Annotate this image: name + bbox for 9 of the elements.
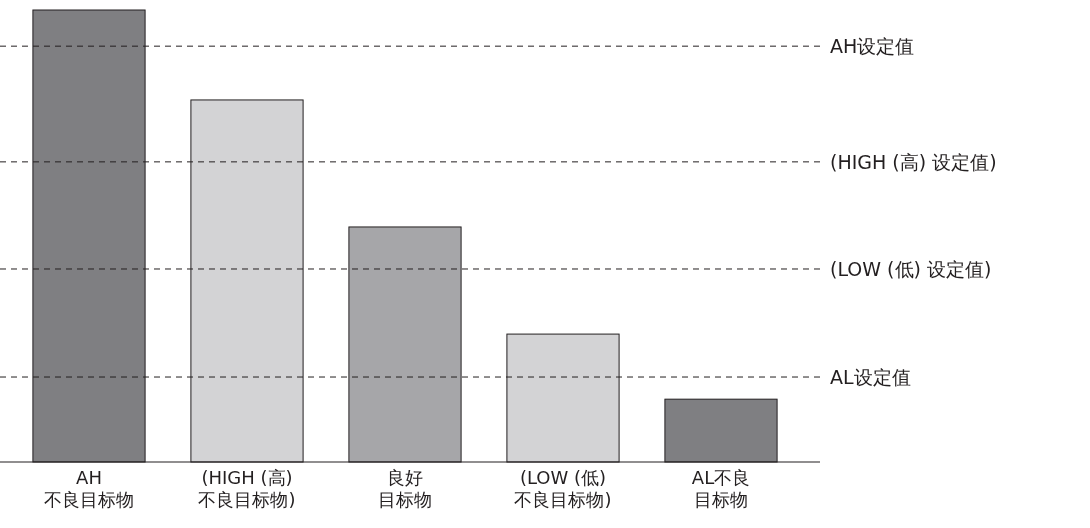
x-tick-label: (HIGH (高) 不良目标物) [198, 467, 296, 510]
ref-line-label: AL设定值 [830, 366, 911, 389]
x-tick-label: AL不良目标物 [691, 467, 751, 510]
x-tick-label: 良好目标物 [378, 467, 432, 510]
x-tick-label: (LOW (低) 不良目标物) [514, 467, 612, 510]
ref-line-label: (HIGH (高) 设定值) [830, 150, 997, 173]
ref-line-label: (LOW (低) 设定值) [830, 258, 992, 280]
x-tick-label: AH 不良目标物 [44, 467, 134, 510]
ref-line-label: AH设定值 [830, 35, 915, 58]
